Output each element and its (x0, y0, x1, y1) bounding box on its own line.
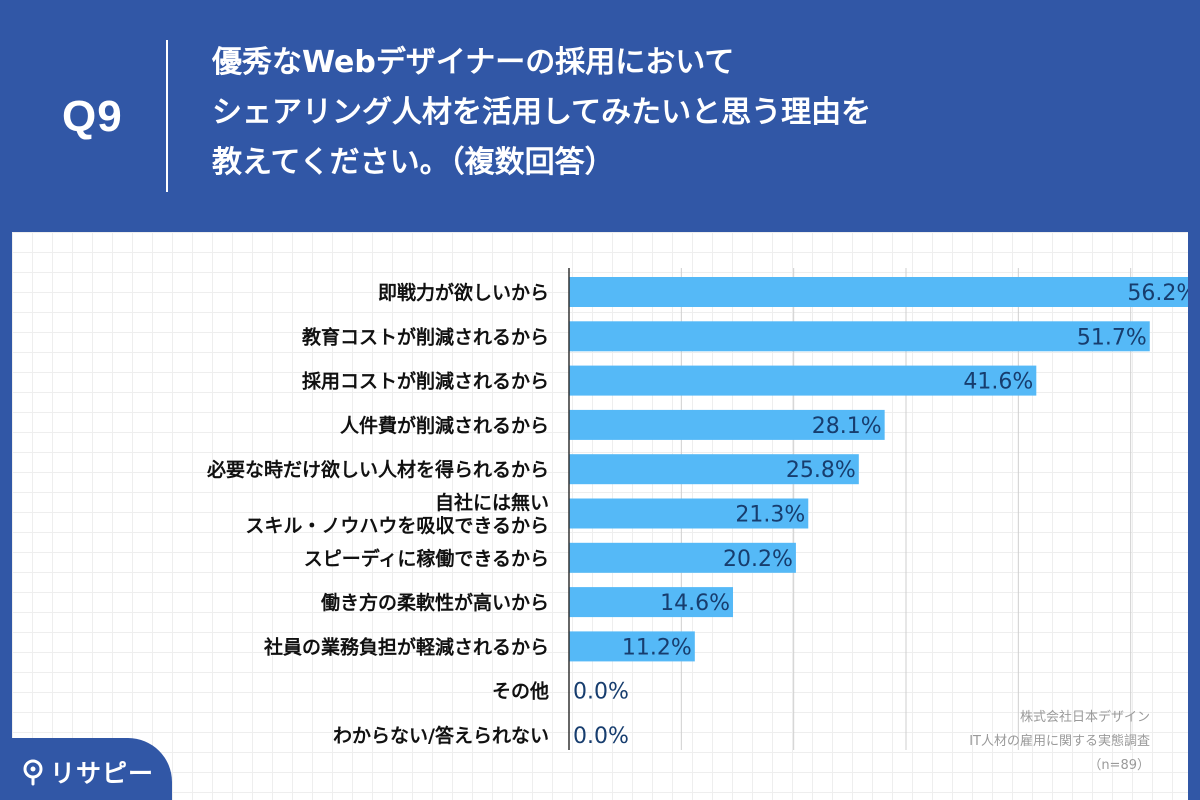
bar (569, 587, 734, 618)
category-label: スピーディに稼働できるから (304, 547, 549, 570)
brand-badge: リサピー (0, 738, 172, 800)
value-label: 28.1% (812, 414, 882, 439)
category-label: 自社には無いスキル・ノウハウを吸収できるから (245, 491, 549, 537)
value-label: 0.0% (573, 724, 629, 749)
category-label-line: 働き方の柔軟性が高いから (320, 591, 549, 614)
value-label: 41.6% (963, 370, 1033, 395)
category-label-line: 採用コストが削減されるから (302, 370, 549, 393)
value-label: 51.7% (1077, 325, 1147, 350)
question-number: Q9 (62, 92, 123, 141)
value-label: 25.8% (786, 458, 856, 483)
source-company: 株式会社日本デザイン (1019, 710, 1150, 725)
question-title-line-1: 優秀なWebデザイナーの採用において (212, 45, 735, 80)
value-label: 56.2% (1127, 281, 1188, 306)
pin-icon (23, 759, 43, 786)
question-title-line-2: シェアリング人材を活用してみたいと思う理由を (212, 95, 872, 130)
category-label: 即戦力が欲しいから (378, 281, 549, 304)
bar (569, 365, 1037, 396)
category-label-line: 教育コストが削減されるから (302, 325, 549, 348)
source-note: 株式会社日本デザイン IT人材の雇用に関する実態調査 （n=89） (969, 706, 1150, 778)
value-label: 21.3% (735, 503, 805, 528)
category-label-line: 自社には無い (435, 491, 549, 514)
category-label: 教育コストが削減されるから (302, 325, 549, 348)
bar (569, 542, 796, 573)
category-label: 人件費が削減されるから (340, 414, 549, 437)
chart-panel: 56.2% 即戦力が欲しいから 51.7% 教育コストが削減されるから 41.6% 採用コ… (12, 232, 1188, 800)
brand-name: リサピー (50, 759, 155, 788)
bar (569, 498, 809, 529)
category-label-line: スピーディに稼働できるから (304, 547, 549, 570)
category-label-line: 人件費が削減されるから (340, 414, 549, 437)
category-label-line: その他 (492, 680, 549, 703)
category-label-line: スキル・ノウハウを吸収できるから (245, 515, 549, 537)
header: Q9 優秀なWebデザイナーの採用において シェアリング人材を活用してみたいと思… (0, 0, 1200, 232)
bar-chart: 56.2% 即戦力が欲しいから 51.7% 教育コストが削減されるから 41.6% 採用コ… (206, 268, 1188, 750)
bar (569, 409, 885, 440)
bar (569, 631, 695, 662)
category-label-line: わからない/答えられない (333, 724, 549, 747)
bar (569, 454, 859, 485)
value-label: 14.6% (660, 591, 730, 616)
category-label-line: 社員の業務負担が軽減されるから (263, 635, 549, 658)
category-label: 必要な時だけ欲しい人材を得られるから (206, 458, 549, 481)
question-title: 優秀なWebデザイナーの採用において シェアリング人材を活用してみたいと思う理由… (212, 38, 1132, 188)
source-sample-size: （n=89） (1088, 758, 1150, 773)
category-label-line: 即戦力が欲しいから (378, 281, 549, 304)
category-label: 採用コストが削減されるから (302, 370, 549, 393)
category-label: 社員の業務負担が軽減されるから (263, 635, 549, 658)
category-label: わからない/答えられない (333, 724, 549, 747)
value-label: 20.2% (723, 547, 793, 572)
category-label: その他 (492, 680, 549, 703)
bar (569, 321, 1150, 352)
value-label: 11.2% (622, 635, 692, 660)
header-divider (166, 40, 168, 192)
category-label-line: 必要な時だけ欲しい人材を得られるから (206, 458, 549, 481)
value-label: 0.0% (573, 680, 629, 705)
source-survey: IT人材の雇用に関する実態調査 (969, 734, 1150, 749)
bar (569, 277, 1188, 307)
category-label: 働き方の柔軟性が高いから (320, 591, 549, 614)
question-title-line-3: 教えてください。（複数回答） (212, 145, 615, 180)
